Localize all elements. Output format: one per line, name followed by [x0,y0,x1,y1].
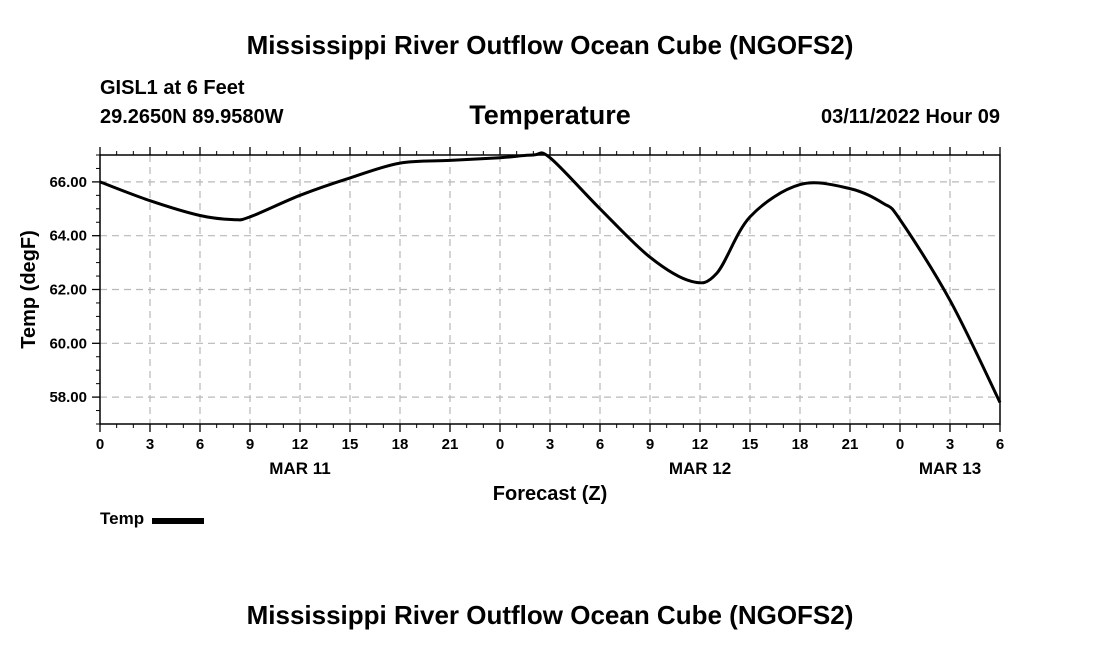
x-tick-label: 12 [292,436,309,453]
x-tick-label: 3 [946,436,954,453]
y-tick-label: 64.00 [49,228,87,245]
x-tick-label: 18 [792,436,809,453]
legend: Temp [100,509,205,529]
main-title: Mississippi River Outflow Ocean Cube (NG… [246,30,854,60]
x-tick-label: 21 [842,436,859,453]
x-axis-label: Forecast (Z) [493,483,607,505]
x-tick-label: 0 [896,436,904,453]
legend-line-swatch [152,517,205,524]
y-tick-label: 62.00 [49,282,87,299]
y-tick-label: 60.00 [49,335,87,352]
date-label: MAR 11 [269,459,330,478]
y-tick-label: 66.00 [49,174,87,191]
plot-title: Temperature [469,100,631,130]
x-tick-label: 6 [996,436,1004,453]
x-tick-label: 0 [496,436,504,453]
x-tick-label: 6 [596,436,604,453]
y-axis-label: Temp (degF) [18,230,40,349]
x-tick-label: 18 [392,436,409,453]
y-tick-label: 58.00 [49,389,87,406]
forecast-datetime: 03/11/2022 Hour 09 [820,106,1000,128]
x-tick-label: 12 [692,436,709,453]
date-label: MAR 12 [669,459,731,478]
x-tick-label: 9 [246,436,254,453]
series-line-temp [99,151,1002,404]
x-tick-label: 21 [442,436,459,453]
station-coordinates: 29.2650N 89.9580W [100,106,284,128]
station-label: GISL1 at 6 Feet [100,77,245,99]
x-tick-label: 15 [742,436,759,453]
x-tick-label: 9 [646,436,654,453]
footer-title: Mississippi River Outflow Ocean Cube (NG… [246,600,854,630]
x-tick-label: 15 [342,436,359,453]
x-tick-label: 3 [546,436,554,453]
legend-label: Temp [100,509,145,528]
date-label: MAR 13 [919,459,981,478]
x-tick-label: 6 [196,436,204,453]
x-tick-label: 3 [146,436,154,453]
x-tick-label: 0 [96,436,104,453]
